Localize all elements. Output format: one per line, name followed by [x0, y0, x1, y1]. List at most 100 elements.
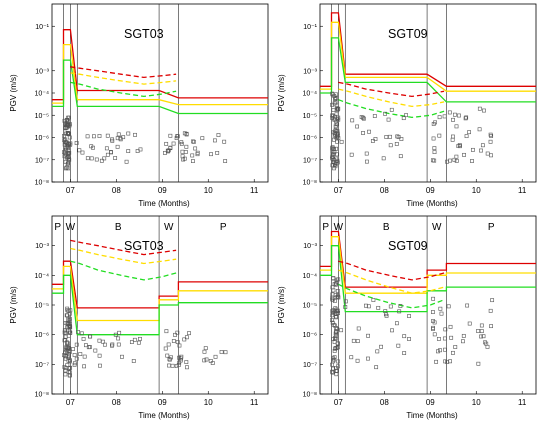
event-marker [388, 304, 393, 309]
event-marker [180, 154, 185, 159]
event-marker [448, 324, 453, 329]
event-marker [115, 136, 120, 141]
event-marker [335, 327, 340, 331]
event-marker [175, 340, 180, 344]
series-red-dashed [70, 66, 177, 79]
event-marker [434, 359, 439, 364]
event-marker [330, 309, 335, 313]
event-marker [68, 365, 73, 370]
series-green-dashed [70, 260, 177, 281]
y-tick-label: 10⁻⁵ [35, 113, 49, 120]
event-marker [177, 355, 181, 360]
event-marker [489, 324, 493, 329]
event-marker [109, 150, 113, 154]
event-marker [351, 338, 356, 343]
event-marker [79, 331, 84, 336]
event-marker [65, 155, 70, 160]
series-red-dashed [338, 260, 445, 281]
event-marker [404, 113, 408, 118]
y-tick-label: 10⁻⁴ [35, 273, 50, 280]
event-marker [489, 153, 493, 158]
event-marker [442, 114, 447, 119]
event-marker [361, 116, 366, 121]
event-marker [398, 154, 403, 159]
x-tick-label: 09 [158, 398, 167, 407]
event-marker [470, 147, 475, 152]
event-marker [333, 346, 338, 350]
event-marker [394, 321, 399, 326]
period-label: W [432, 222, 442, 233]
event-marker [184, 132, 189, 137]
event-marker [333, 123, 338, 128]
station-title: SGT03 [124, 239, 164, 253]
event-marker [389, 107, 394, 112]
event-marker [374, 365, 379, 370]
event-marker [94, 157, 99, 162]
event-marker [171, 339, 176, 343]
event-marker [333, 117, 337, 122]
event-marker [334, 146, 339, 151]
event-marker [202, 358, 207, 363]
event-marker [330, 362, 334, 367]
event-marker [383, 111, 387, 116]
y-axis-title: PGV (m/s) [9, 286, 18, 324]
event-marker [66, 322, 71, 327]
event-marker [488, 132, 493, 137]
series-green-dashed [338, 99, 445, 119]
event-marker [334, 315, 338, 320]
event-marker [445, 360, 450, 364]
event-marker [366, 333, 370, 338]
series-yellow-dashed [70, 72, 177, 85]
event-marker [454, 124, 459, 129]
event-marker [195, 152, 200, 157]
event-marker [67, 115, 71, 120]
event-marker [74, 141, 79, 145]
event-marker [447, 110, 452, 115]
event-marker [86, 345, 91, 350]
event-marker [67, 135, 72, 140]
event-marker [105, 133, 110, 138]
event-marker [223, 159, 228, 163]
event-marker [366, 356, 370, 361]
event-marker [436, 336, 441, 341]
event-marker [168, 133, 173, 138]
event-marker [213, 138, 217, 143]
event-marker [177, 360, 182, 365]
event-marker [66, 333, 71, 338]
event-marker [87, 345, 92, 349]
event-marker [445, 159, 449, 164]
series-yellow-solid [320, 236, 536, 294]
event-marker [361, 131, 365, 135]
period-label: P [488, 222, 495, 233]
event-marker [85, 134, 90, 139]
event-marker [110, 343, 114, 348]
event-marker [116, 132, 121, 137]
event-marker [66, 151, 71, 156]
event-marker [191, 139, 195, 144]
event-marker [62, 134, 66, 138]
event-marker [99, 158, 104, 163]
event-marker [361, 115, 365, 120]
event-marker [476, 361, 481, 366]
event-marker [66, 131, 71, 136]
event-marker [72, 353, 77, 357]
event-marker [330, 318, 334, 322]
event-marker [439, 311, 444, 316]
event-marker [465, 303, 470, 308]
series-green-dashed [70, 81, 177, 98]
event-marker [336, 293, 341, 298]
event-marker [65, 363, 70, 367]
event-marker [101, 339, 105, 344]
x-tick-label: 07 [66, 398, 75, 407]
event-marker [396, 135, 401, 139]
event-marker [208, 359, 213, 363]
series-red-dashed [338, 81, 445, 98]
event-marker [330, 297, 335, 302]
event-marker [67, 366, 72, 371]
event-marker [64, 354, 69, 359]
event-marker [331, 357, 336, 362]
event-marker [450, 137, 455, 142]
x-axis-title: Time (Months) [406, 411, 458, 420]
event-marker [331, 159, 336, 164]
